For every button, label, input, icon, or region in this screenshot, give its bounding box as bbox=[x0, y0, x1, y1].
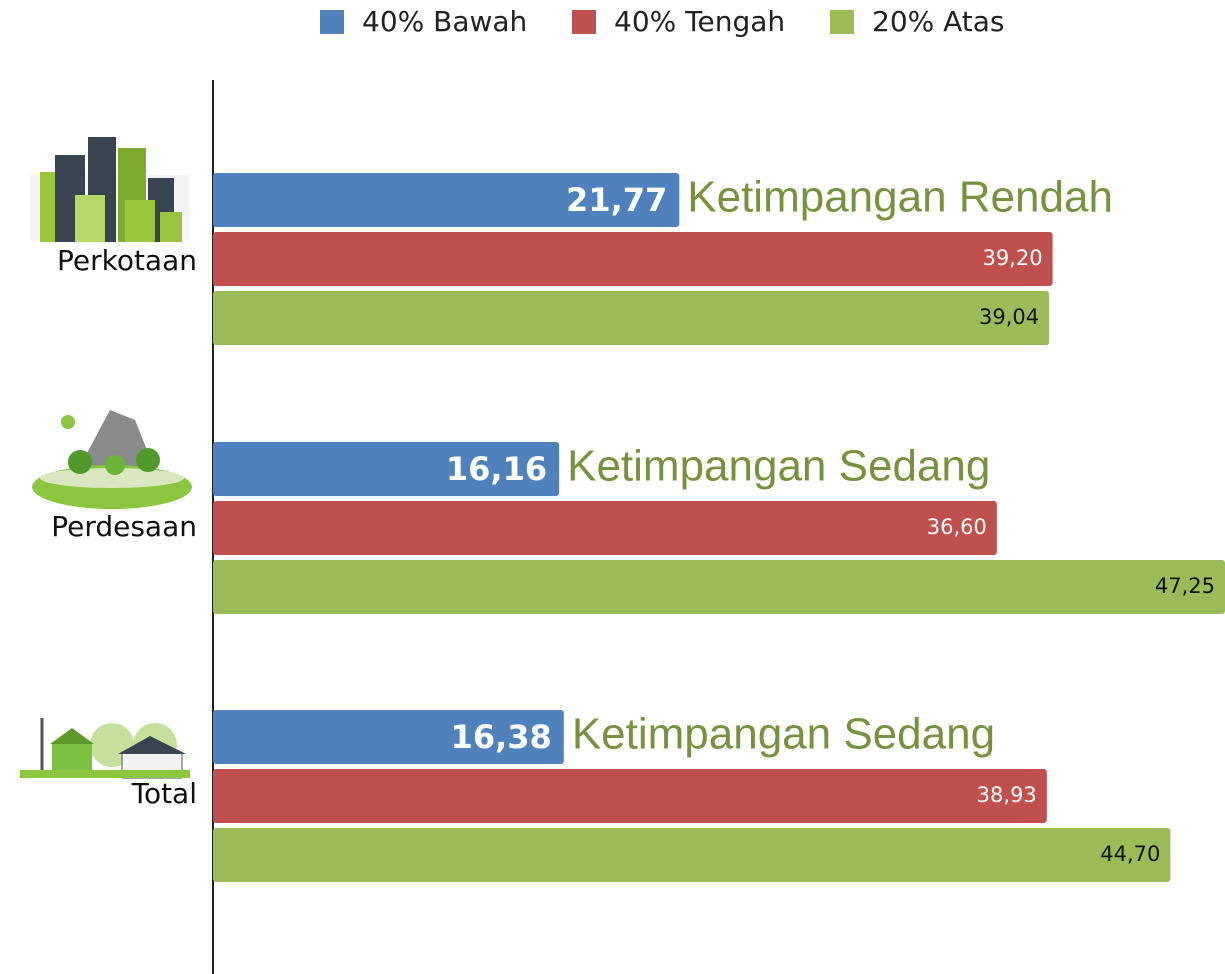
category-label: Perdesaan bbox=[51, 510, 197, 543]
annotation: Ketimpangan Sedang bbox=[572, 710, 995, 759]
bar bbox=[213, 501, 997, 555]
value-label: 47,25 bbox=[1155, 574, 1215, 598]
legend-swatch bbox=[572, 10, 596, 34]
annotation: Ketimpangan Rendah bbox=[687, 173, 1113, 222]
bar bbox=[213, 232, 1053, 286]
chart: 40% Bawah 40% Tengah 20% Atas Perkotaan 21,7… bbox=[0, 0, 1225, 974]
bar bbox=[213, 560, 1225, 614]
legend-label: 20% Atas bbox=[872, 5, 1005, 38]
value-label: 39,04 bbox=[979, 305, 1039, 329]
legend-label: 40% Bawah bbox=[362, 5, 527, 38]
legend-swatch bbox=[320, 10, 344, 34]
bar bbox=[213, 769, 1047, 823]
bar bbox=[213, 291, 1049, 345]
value-label: 39,20 bbox=[982, 246, 1042, 270]
value-label: 44,70 bbox=[1100, 842, 1160, 866]
annotation: Ketimpangan Sedang bbox=[567, 442, 990, 491]
value-label: 21,77 bbox=[566, 181, 667, 219]
bar bbox=[213, 828, 1170, 882]
value-label: 16,38 bbox=[451, 718, 552, 756]
legend-swatch bbox=[830, 10, 854, 34]
category-label: Perkotaan bbox=[57, 244, 197, 277]
farm-icon bbox=[20, 718, 190, 778]
island-icon bbox=[32, 410, 192, 509]
value-label: 36,60 bbox=[927, 515, 987, 539]
value-label: 38,93 bbox=[977, 783, 1037, 807]
city-icon bbox=[30, 137, 190, 242]
category-label: Total bbox=[131, 777, 197, 810]
value-label: 16,16 bbox=[446, 450, 547, 488]
legend-label: 40% Tengah bbox=[614, 5, 785, 38]
